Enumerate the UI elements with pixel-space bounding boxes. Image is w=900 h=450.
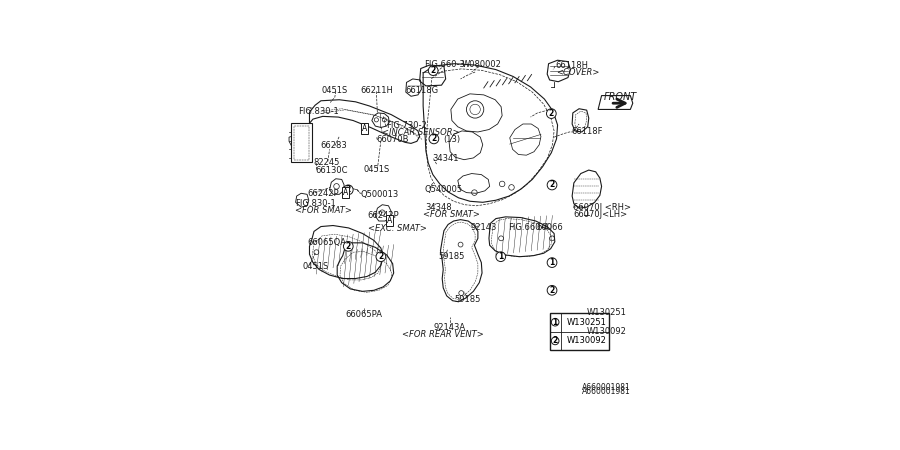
Text: 66283: 66283 (320, 141, 347, 150)
Circle shape (547, 285, 557, 295)
Text: Q500013: Q500013 (361, 190, 399, 199)
Circle shape (552, 319, 559, 326)
Circle shape (428, 66, 438, 76)
Text: 66066: 66066 (536, 224, 563, 233)
Text: 66070B: 66070B (376, 135, 409, 144)
Text: 66211H: 66211H (360, 86, 392, 95)
Text: Q540005: Q540005 (424, 184, 463, 194)
Text: 66242P: 66242P (308, 189, 339, 198)
Circle shape (344, 185, 353, 195)
Text: 34341: 34341 (432, 154, 458, 163)
Text: A: A (387, 216, 392, 225)
Text: FIG.830-1: FIG.830-1 (299, 107, 339, 116)
Text: 0451S: 0451S (302, 261, 328, 270)
Text: 2: 2 (346, 242, 351, 251)
Text: (13): (13) (443, 135, 460, 144)
Text: <FOR SMAT>: <FOR SMAT> (423, 210, 480, 219)
Text: 1: 1 (553, 318, 558, 327)
Text: <FOR REAR VENT>: <FOR REAR VENT> (402, 330, 484, 339)
Text: <INCAR SENSOR>: <INCAR SENSOR> (382, 128, 460, 137)
Text: 2: 2 (430, 66, 436, 75)
Text: 66065QA: 66065QA (308, 238, 346, 248)
Text: 2: 2 (553, 337, 558, 346)
Circle shape (546, 109, 556, 118)
Text: W080002: W080002 (462, 60, 502, 69)
Text: A660001981: A660001981 (581, 383, 630, 392)
Bar (550, 313, 608, 350)
Text: 59185: 59185 (454, 295, 481, 304)
Text: FIG.660-3: FIG.660-3 (424, 60, 465, 69)
Text: A: A (343, 188, 348, 197)
Text: <EXC. SMAT>: <EXC. SMAT> (368, 225, 427, 234)
Text: 2: 2 (549, 286, 554, 295)
Text: A: A (363, 124, 367, 133)
Text: <FOR SMAT>: <FOR SMAT> (295, 206, 352, 215)
Text: 82245: 82245 (313, 158, 340, 166)
Text: 66070J<LH>: 66070J<LH> (573, 210, 627, 219)
Text: 66242P: 66242P (368, 211, 400, 220)
Text: W130092: W130092 (566, 337, 606, 346)
Circle shape (344, 242, 353, 251)
Text: 1: 1 (498, 252, 503, 261)
Circle shape (547, 180, 557, 190)
Text: 34348: 34348 (426, 202, 452, 211)
Circle shape (552, 337, 559, 345)
Text: 66118H: 66118H (556, 61, 589, 70)
Text: FIG.730-2: FIG.730-2 (386, 121, 427, 130)
Text: 1: 1 (549, 258, 554, 267)
Text: FRONT: FRONT (603, 92, 636, 102)
Text: 66065PA: 66065PA (345, 310, 382, 319)
Text: FIG.660-4: FIG.660-4 (508, 224, 548, 233)
Text: 92143: 92143 (471, 224, 498, 233)
Text: 66070I <RH>: 66070I <RH> (573, 202, 631, 211)
Text: <COVER>: <COVER> (556, 68, 599, 76)
Text: 66118F: 66118F (572, 127, 603, 136)
Circle shape (496, 252, 506, 261)
Text: 0451S: 0451S (364, 165, 390, 174)
Text: 2: 2 (378, 252, 383, 261)
Text: A660001981: A660001981 (581, 387, 630, 396)
Text: 0451S: 0451S (321, 86, 348, 95)
Circle shape (429, 134, 438, 144)
Circle shape (376, 252, 386, 261)
Text: W130251: W130251 (587, 308, 627, 317)
Text: FIG.830-1: FIG.830-1 (295, 199, 336, 208)
Bar (292, 123, 311, 162)
Text: W130092: W130092 (587, 328, 627, 337)
Text: 66118G: 66118G (406, 86, 439, 95)
Circle shape (547, 258, 557, 267)
Text: 2: 2 (549, 180, 554, 189)
Text: W130251: W130251 (566, 318, 606, 327)
Text: 2: 2 (431, 135, 436, 144)
Text: 92143A: 92143A (433, 323, 465, 332)
Bar (293, 126, 310, 160)
Text: 59185: 59185 (438, 252, 465, 261)
Text: 2: 2 (549, 109, 554, 118)
Text: 66130C: 66130C (315, 166, 347, 175)
Text: 2: 2 (346, 185, 351, 194)
